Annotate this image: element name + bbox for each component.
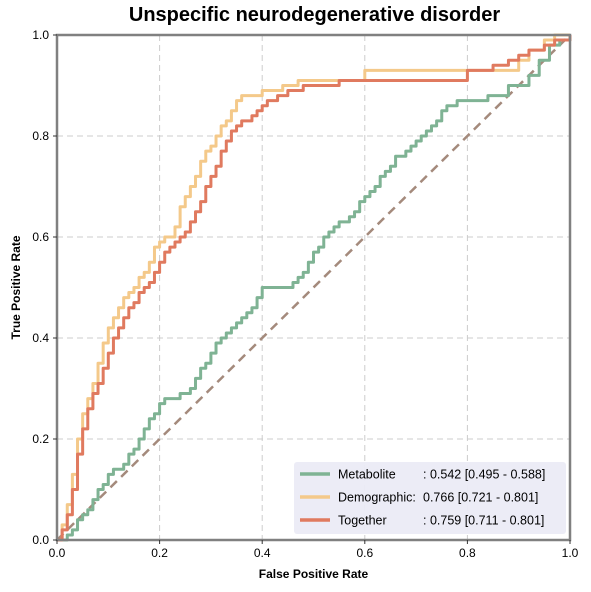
x-tick-label-3: 0.6 <box>356 546 373 560</box>
legend-value-metabolite: : 0.542 [0.495 - 0.588] <box>423 468 545 482</box>
chart-title: Unspecific neurodegenerative disorder <box>128 4 501 26</box>
legend-label-metabolite: Metabolite <box>338 468 396 482</box>
x-tick-label-5: 1.0 <box>562 546 579 560</box>
y-tick-label-3: 0.6 <box>32 230 49 244</box>
legend-value-demographic: 0.766 [0.721 - 0.801] <box>423 491 538 505</box>
x-axis-label: False Positive Rate <box>259 567 369 581</box>
x-tick-label-2: 0.4 <box>254 546 271 560</box>
x-tick-label-0: 0.0 <box>49 546 66 560</box>
x-tick-label-1: 0.2 <box>151 546 168 560</box>
y-tick-label-5: 1.0 <box>32 28 49 42</box>
x-tick-label-4: 0.8 <box>459 546 476 560</box>
y-tick-label-2: 0.4 <box>32 331 49 345</box>
y-tick-label-4: 0.8 <box>32 129 49 143</box>
legend-label-demographic: Demographic: <box>338 491 416 505</box>
legend: Metabolite : 0.542 [0.495 - 0.588] Demogra… <box>294 462 566 534</box>
y-tick-label-0: 0.0 <box>32 533 49 547</box>
series-line-metabolite <box>57 35 572 542</box>
y-axis-label: True Positive Rate <box>9 235 23 339</box>
legend-box <box>294 462 566 534</box>
series-lines <box>57 33 572 542</box>
axis-ticks: 0.0 0.2 0.4 0.6 0.8 1.0 0.0 0.2 0.4 0.6 0.8 1.0 <box>32 28 578 560</box>
legend-label-together: Together <box>338 514 387 528</box>
legend-value-together: : 0.759 [0.711 - 0.801] <box>423 514 544 528</box>
series-line-together <box>57 35 572 542</box>
y-tick-label-1: 0.2 <box>32 432 49 446</box>
plot-frame <box>55 33 572 542</box>
